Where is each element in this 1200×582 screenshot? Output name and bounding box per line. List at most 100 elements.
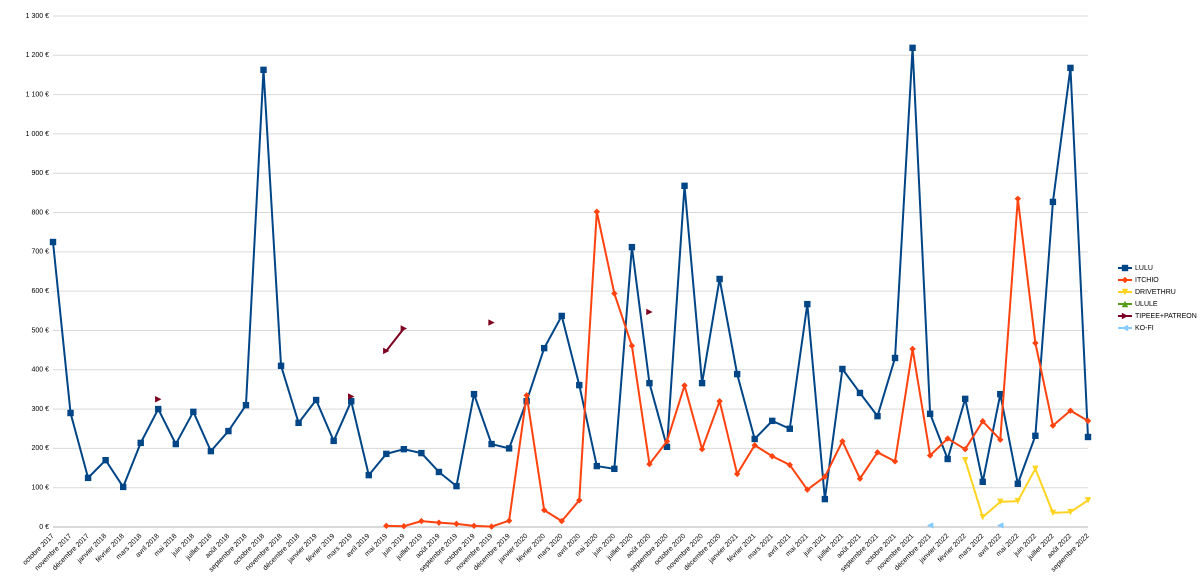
y-tick-label: 700 € [31, 249, 49, 256]
data-point [1049, 422, 1057, 429]
y-tick-label: 600 € [31, 288, 49, 295]
data-point [576, 381, 583, 389]
data-point [856, 475, 864, 482]
data-point [523, 392, 530, 399]
legend-marker [1121, 312, 1129, 320]
data-point [944, 435, 951, 442]
data-point [804, 300, 811, 308]
y-tick-label: 1 300 € [26, 13, 49, 20]
data-point [611, 290, 618, 297]
data-point [207, 447, 215, 455]
data-point [593, 208, 601, 215]
data-point [383, 522, 390, 530]
data-point [505, 517, 513, 524]
y-tick-label: 200 € [31, 445, 49, 452]
legend-label: DRIVETHRU [1135, 289, 1176, 296]
data-point [1014, 195, 1022, 202]
data-point [997, 390, 1004, 398]
data-point [1049, 198, 1057, 206]
data-point [769, 417, 776, 425]
data-point [505, 445, 513, 452]
data-point [628, 342, 636, 349]
y-tick-label: 100 € [31, 485, 49, 492]
series-line [52, 46, 1089, 501]
data-point [944, 455, 951, 463]
data-point [891, 458, 899, 465]
legend-label: ITCHIO [1135, 277, 1159, 284]
data-point [962, 456, 969, 464]
legend-marker [1121, 300, 1129, 308]
data-point [646, 460, 653, 468]
legend-marker [1121, 324, 1129, 332]
data-point [1049, 509, 1057, 517]
data-point [330, 437, 337, 445]
legend-label: KO-FI [1135, 325, 1154, 332]
y-tick-label: 0 € [39, 524, 49, 531]
data-point [663, 438, 671, 445]
data-point [1067, 508, 1074, 516]
y-tick-label: 500 € [31, 327, 49, 334]
data-point [681, 182, 688, 190]
data-point [997, 436, 1004, 443]
data-point [172, 440, 179, 448]
data-point [979, 513, 986, 521]
data-point [751, 442, 758, 449]
data-point [1084, 433, 1092, 441]
legend-label: TIPEEE+PATREON [1135, 313, 1197, 320]
y-tick-label: 800 € [31, 209, 49, 216]
data-point [646, 308, 653, 316]
data-point [874, 412, 881, 420]
data-point [681, 382, 688, 389]
data-point [312, 396, 320, 404]
data-point [576, 497, 583, 504]
data-point [1084, 417, 1092, 425]
legend-marker [1121, 288, 1129, 296]
data-point [663, 443, 671, 451]
data-point [1014, 497, 1022, 505]
data-point [856, 389, 864, 397]
data-point [821, 473, 829, 480]
data-point [593, 462, 601, 470]
data-point [277, 362, 285, 370]
data-point [1014, 480, 1022, 487]
data-point [909, 44, 916, 52]
data-point [488, 319, 495, 326]
data-point [225, 427, 232, 435]
data-point [540, 344, 548, 352]
data-point [874, 449, 881, 456]
data-point [979, 478, 986, 485]
data-point [295, 419, 302, 427]
data-point [470, 522, 478, 530]
y-tick-label: 400 € [31, 367, 49, 374]
data-point [383, 450, 390, 458]
legend-marker [1121, 264, 1129, 272]
data-point [698, 379, 706, 387]
data-point [997, 498, 1004, 506]
data-point [839, 365, 846, 373]
data-point [348, 398, 355, 405]
data-point [804, 486, 811, 493]
data-point [67, 409, 74, 417]
y-tick-label: 300 € [31, 406, 49, 413]
data-point [435, 519, 443, 526]
data-point [190, 408, 197, 416]
data-point [1084, 497, 1092, 504]
data-point [733, 370, 741, 378]
data-point [383, 347, 390, 355]
data-point [453, 520, 460, 528]
series-line [964, 459, 1089, 519]
data-point [155, 396, 162, 403]
data-point [839, 438, 846, 445]
data-point [716, 275, 723, 283]
data-point [418, 449, 425, 457]
data-point [769, 453, 776, 460]
data-point [1067, 64, 1074, 72]
data-point [751, 435, 758, 443]
data-point [400, 523, 408, 530]
data-point [628, 243, 636, 251]
data-point [488, 523, 495, 530]
data-point [435, 468, 443, 476]
data-point [611, 465, 618, 473]
data-point [786, 425, 793, 432]
